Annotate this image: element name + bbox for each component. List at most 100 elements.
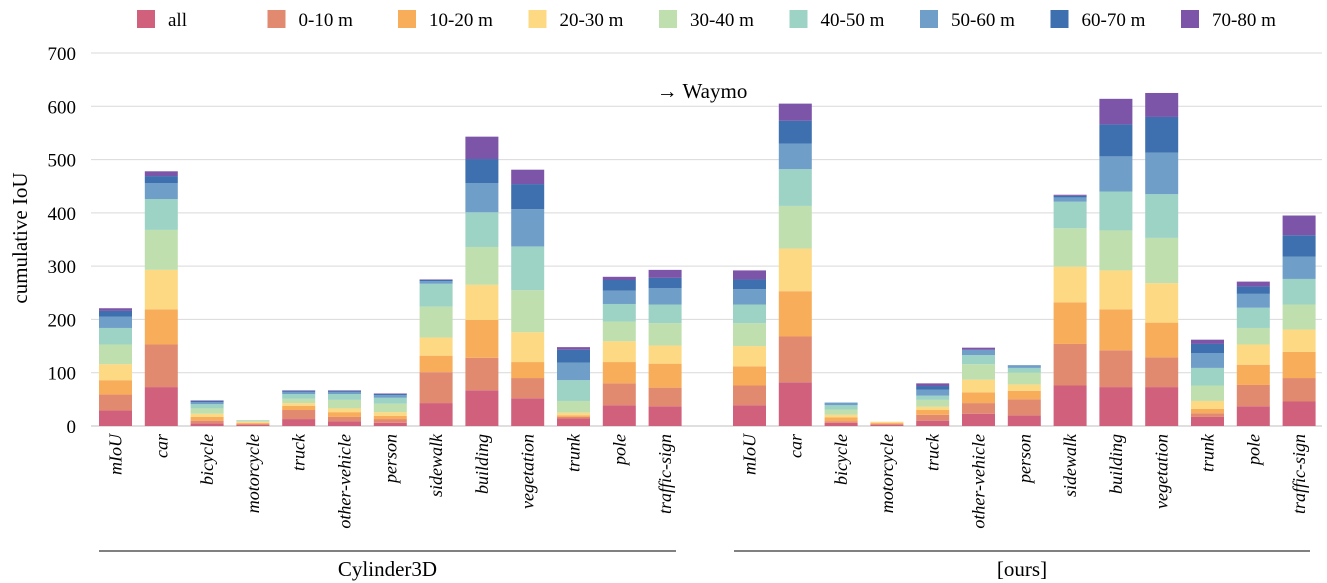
bar-segment xyxy=(511,332,545,363)
x-tick-label: sidewalk xyxy=(1060,433,1080,497)
x-tick-label: mIoU xyxy=(740,433,760,475)
bar-segment xyxy=(144,171,178,177)
bar-segment xyxy=(99,316,132,328)
bar-segment xyxy=(373,403,407,413)
bar-segment xyxy=(916,399,950,407)
bar-segment xyxy=(1191,339,1224,344)
bar-segment xyxy=(1099,309,1133,351)
bar-segment xyxy=(144,229,178,270)
bar-segment xyxy=(1099,230,1133,271)
bar-segment xyxy=(1145,237,1179,284)
bar-segment xyxy=(962,413,995,426)
y-tick-label: 700 xyxy=(48,44,77,65)
bar-segment xyxy=(962,347,995,350)
bar-segment xyxy=(602,303,636,322)
x-tick-label: motorcycle xyxy=(877,434,897,513)
bar-segment xyxy=(465,390,499,426)
bar-segment xyxy=(1282,401,1316,426)
legend-label: 60-70 m xyxy=(1082,10,1146,31)
x-tick-label: bicycle xyxy=(831,434,851,485)
bar-segment xyxy=(1145,283,1179,323)
bar-segment xyxy=(916,386,950,390)
bar-segment xyxy=(419,403,453,426)
y-tick-label: 500 xyxy=(48,151,77,172)
grid xyxy=(91,52,1322,427)
bar-segment xyxy=(465,136,499,160)
legend-swatch xyxy=(659,10,677,28)
bar-segment xyxy=(1007,390,1041,400)
x-tick-label: other-vehicle xyxy=(969,434,989,529)
bar-segment xyxy=(1145,92,1179,117)
legend-label: 0-10 m xyxy=(299,10,354,31)
bar-segment xyxy=(557,380,590,401)
x-tick-label: truck xyxy=(923,433,943,471)
annotation: → Waymo xyxy=(657,79,748,103)
bar-segment xyxy=(557,412,590,416)
bar-segment xyxy=(190,423,224,426)
bar-segment xyxy=(511,246,545,291)
bar-segment xyxy=(419,306,453,338)
bar-segment xyxy=(328,390,361,391)
bar-segment xyxy=(144,269,178,310)
bar-segment xyxy=(236,420,270,422)
bar-segment xyxy=(916,414,950,421)
bar-segment xyxy=(1236,344,1270,365)
legend-swatch xyxy=(137,10,155,28)
bar-segment xyxy=(824,417,858,422)
bar-segment xyxy=(282,394,316,399)
bar-segment xyxy=(511,169,545,185)
bar-segment xyxy=(962,364,995,380)
bar-segment xyxy=(328,399,361,409)
legend-swatch xyxy=(398,10,416,28)
bar-segment xyxy=(733,304,766,324)
bar-segment xyxy=(465,284,499,320)
bar-segment xyxy=(733,405,766,426)
bar-segment xyxy=(190,420,224,424)
bar-segment xyxy=(1236,364,1270,385)
y-tick-label: 600 xyxy=(48,97,77,118)
x-tick-label: traffic-sign xyxy=(655,434,675,514)
legend-label: 20-30 m xyxy=(560,10,624,31)
bar-segment xyxy=(557,418,590,426)
bar-segment xyxy=(144,199,178,230)
bars xyxy=(99,92,1316,426)
bar-segment xyxy=(1282,256,1316,279)
bar-segment xyxy=(1145,116,1179,153)
bar-segment xyxy=(602,405,636,426)
bar-segment xyxy=(1007,399,1041,416)
bar-segment xyxy=(648,287,682,305)
legend-swatch xyxy=(920,10,938,28)
bar-segment xyxy=(1145,322,1179,358)
bar-segment xyxy=(144,387,178,426)
legend: all 0-10 m 10-20 m 20-30 m 30-40 m 40-50 m 50-… xyxy=(137,10,1276,31)
bar-segment xyxy=(190,413,224,417)
bar-segment xyxy=(557,347,590,350)
bar-segment xyxy=(1007,415,1041,426)
bar-segment xyxy=(419,355,453,373)
bar-segment xyxy=(1191,352,1224,368)
bar-segment xyxy=(778,169,812,206)
bar-segment xyxy=(99,380,132,395)
bar-segment xyxy=(282,410,316,420)
bar-segment xyxy=(1053,385,1087,426)
bar-segment xyxy=(962,379,995,393)
bar-segment xyxy=(1191,413,1224,417)
x-tick-label: bicycle xyxy=(197,434,217,485)
bar-segment xyxy=(1145,387,1179,426)
bar-segment xyxy=(1282,351,1316,379)
legend-label: 30-40 m xyxy=(690,10,754,31)
bar-segment xyxy=(648,345,682,364)
bar-segment xyxy=(236,420,270,421)
bar-segment xyxy=(511,362,545,379)
bar-segment xyxy=(465,246,499,285)
bar-segment xyxy=(1191,385,1224,401)
bar-segment xyxy=(778,205,812,249)
bar-segment xyxy=(1236,293,1270,308)
bar-segment xyxy=(236,424,270,426)
bar-segment xyxy=(778,103,812,121)
bar-segment xyxy=(1145,357,1179,388)
bar-segment xyxy=(1282,215,1316,236)
x-tick-label: building xyxy=(472,434,492,494)
bar-segment xyxy=(190,402,224,405)
bar-segment xyxy=(733,346,766,367)
